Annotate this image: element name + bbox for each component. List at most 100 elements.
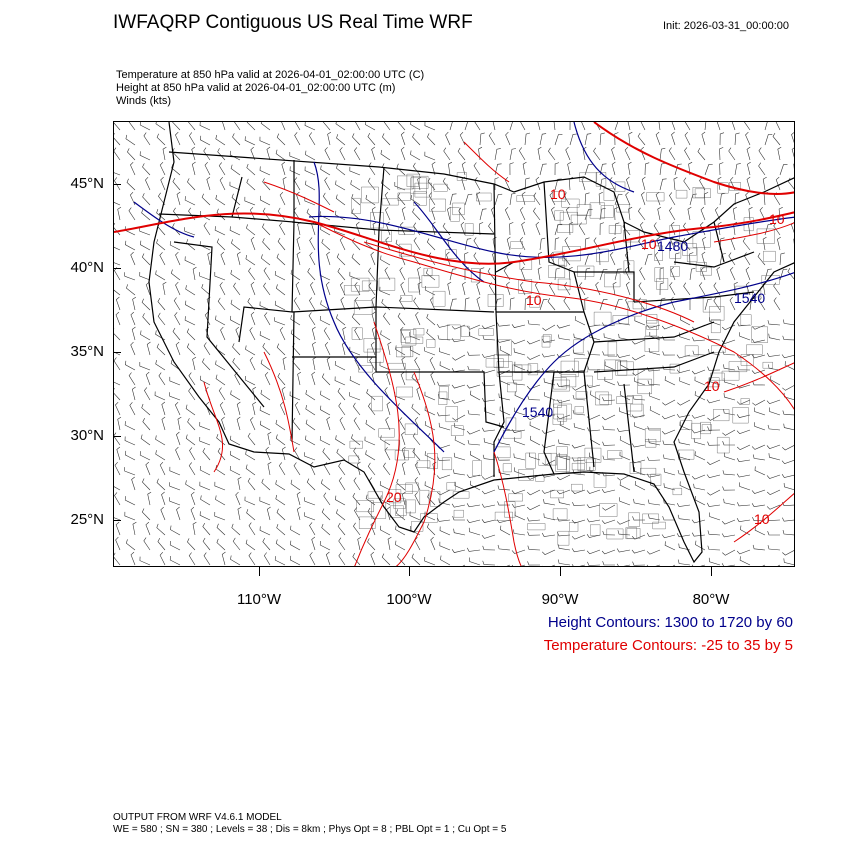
wind-barb — [556, 399, 571, 404]
wind-barb — [279, 401, 286, 416]
wind-barb — [366, 388, 376, 401]
wind-barb — [730, 236, 736, 251]
wind-barb — [590, 390, 601, 401]
wind-barb — [413, 222, 421, 236]
wind-barb — [439, 347, 451, 356]
wind-barb — [218, 387, 226, 401]
wind-barb — [126, 284, 136, 296]
wind-barb — [655, 131, 661, 146]
wind-barb — [694, 391, 706, 401]
wind-barb — [637, 132, 646, 146]
wind-barb — [156, 343, 166, 356]
wind-barb — [659, 282, 665, 296]
wind-barb — [156, 239, 166, 251]
county-boundary — [548, 265, 565, 278]
wind-barb — [646, 324, 661, 329]
wind-barb — [464, 193, 473, 206]
wind-barb — [245, 450, 256, 461]
wind-barb — [221, 416, 226, 431]
wind-barb — [694, 495, 706, 506]
wind-barb — [706, 502, 721, 507]
wind-barb — [114, 351, 121, 356]
wind-barb — [279, 222, 286, 236]
wind-barb — [131, 476, 136, 491]
wind-barb — [428, 252, 436, 266]
county-boundary — [570, 214, 587, 225]
wind-barb — [156, 209, 166, 221]
wind-barb — [115, 401, 121, 416]
county-boundary — [414, 182, 432, 198]
wind-barb — [662, 516, 675, 521]
wind-barb — [233, 282, 241, 296]
model-config-label: WE = 580 ; SN = 380 ; Levels = 38 ; Dis … — [113, 824, 507, 835]
wind-barb — [617, 530, 631, 536]
wind-barb — [706, 474, 721, 479]
wind-barb — [367, 177, 376, 191]
wind-barb — [370, 521, 376, 536]
wind-barb — [793, 283, 794, 285]
wind-barb — [436, 489, 451, 496]
wind-barb — [632, 395, 646, 401]
wind-barb — [368, 162, 376, 176]
wind-barb — [734, 192, 740, 206]
wind-barb — [466, 384, 481, 389]
wind-barb — [494, 193, 503, 206]
wind-barb — [737, 502, 751, 507]
wind-barb — [602, 561, 615, 566]
wind-barb — [365, 450, 376, 461]
wind-barb — [214, 226, 226, 236]
wind-barb — [187, 178, 196, 191]
wind-barb — [572, 384, 586, 391]
wind-barb — [157, 312, 166, 326]
wind-barb — [335, 495, 346, 506]
wind-barb — [526, 489, 541, 496]
wind-barb — [439, 541, 451, 551]
wind-barb — [663, 467, 676, 476]
wind-barb — [695, 540, 706, 551]
wind-barb — [304, 166, 316, 176]
wind-barb — [511, 549, 526, 554]
wind-barb — [185, 434, 196, 446]
wind-barb — [676, 413, 691, 418]
wind-barb — [203, 222, 211, 236]
wind-barb — [599, 222, 605, 236]
wind-barb — [614, 194, 623, 206]
wind-barb — [320, 225, 331, 236]
wind-barb — [556, 369, 571, 374]
wind-barb — [186, 343, 196, 356]
wind-barb — [202, 447, 211, 461]
wind-barb — [677, 559, 691, 566]
wind-barb — [773, 282, 781, 296]
wind-barb — [672, 564, 676, 566]
wind-barb — [541, 368, 556, 373]
wind-barb — [349, 376, 361, 386]
wind-barb — [689, 193, 697, 206]
wind-barb — [466, 429, 481, 435]
wind-barb — [372, 221, 377, 236]
county-boundary — [496, 339, 512, 356]
wind-barb — [215, 315, 226, 326]
wind-barb — [554, 178, 562, 191]
wind-barb — [482, 335, 496, 341]
wind-barb — [537, 122, 541, 131]
wind-barb — [782, 385, 794, 391]
wind-barb — [191, 161, 196, 176]
county-boundary — [682, 243, 697, 256]
wind-barb — [589, 452, 601, 461]
county-boundary — [702, 297, 721, 313]
wind-barb — [634, 467, 646, 476]
wind-barb — [619, 451, 631, 461]
wind-barb — [619, 407, 631, 416]
wind-barb — [305, 435, 316, 446]
wind-barb — [638, 237, 646, 251]
wind-barb — [689, 297, 694, 310]
wind-barb — [566, 206, 571, 221]
wind-barb — [467, 365, 481, 371]
wind-barb — [189, 447, 196, 461]
wind-barb — [551, 206, 556, 221]
wind-barb — [527, 517, 541, 522]
wind-barb — [215, 360, 226, 371]
wind-barb — [782, 517, 794, 522]
wind-barb — [259, 331, 271, 341]
wind-barb — [214, 511, 226, 521]
